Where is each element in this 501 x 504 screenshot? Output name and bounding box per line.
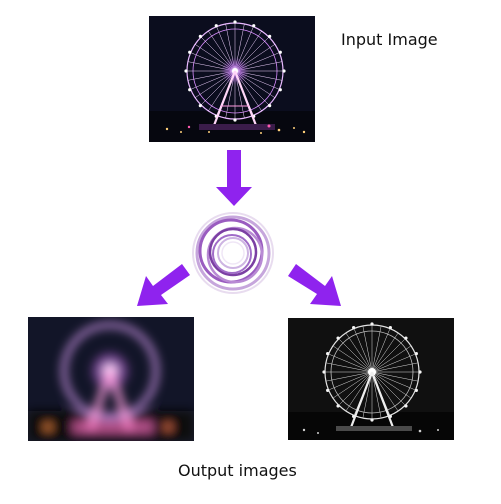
output-images-label: Output images	[178, 461, 297, 480]
grayscale-output-image	[288, 318, 454, 440]
input-image-label: Input Image	[341, 30, 438, 49]
arrow-down-right-icon	[288, 264, 341, 306]
arrow-down-icon	[216, 150, 252, 206]
arrow-down-left-icon	[137, 264, 190, 306]
blurred-output-image	[28, 317, 194, 441]
input-image	[149, 16, 315, 142]
swirl-filter-icon	[192, 212, 274, 294]
